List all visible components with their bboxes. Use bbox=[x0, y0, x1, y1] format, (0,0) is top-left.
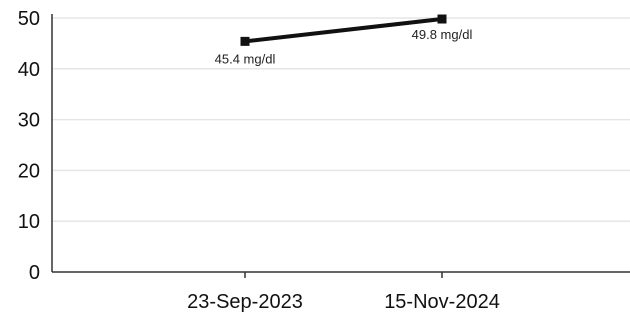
data-point bbox=[240, 36, 250, 46]
data-label: 45.4 mg/dl bbox=[215, 51, 276, 66]
y-tick-label: 20 bbox=[18, 160, 40, 182]
y-tick-label: 50 bbox=[18, 8, 40, 30]
y-tick-label: 40 bbox=[18, 59, 40, 81]
x-tick-labels: 23-Sep-2023 15-Nov-2024 bbox=[187, 291, 500, 313]
data-point bbox=[437, 14, 447, 24]
y-tick-label: 10 bbox=[18, 211, 40, 233]
series-line bbox=[244, 17, 443, 44]
x-tick-label: 23-Sep-2023 bbox=[187, 291, 303, 313]
x-tick-label: 15-Nov-2024 bbox=[384, 291, 500, 313]
axes bbox=[51, 14, 630, 278]
y-tick-label: 30 bbox=[18, 110, 40, 132]
data-label: 49.8 mg/dl bbox=[412, 27, 473, 42]
series-layer bbox=[240, 14, 447, 46]
grid-lines bbox=[52, 17, 630, 222]
y-tick-label: 0 bbox=[29, 262, 40, 284]
y-tick-labels: 0 10 20 30 40 50 bbox=[18, 8, 40, 284]
data-labels-layer: 45.4 mg/dl 49.8 mg/dl bbox=[215, 27, 473, 66]
